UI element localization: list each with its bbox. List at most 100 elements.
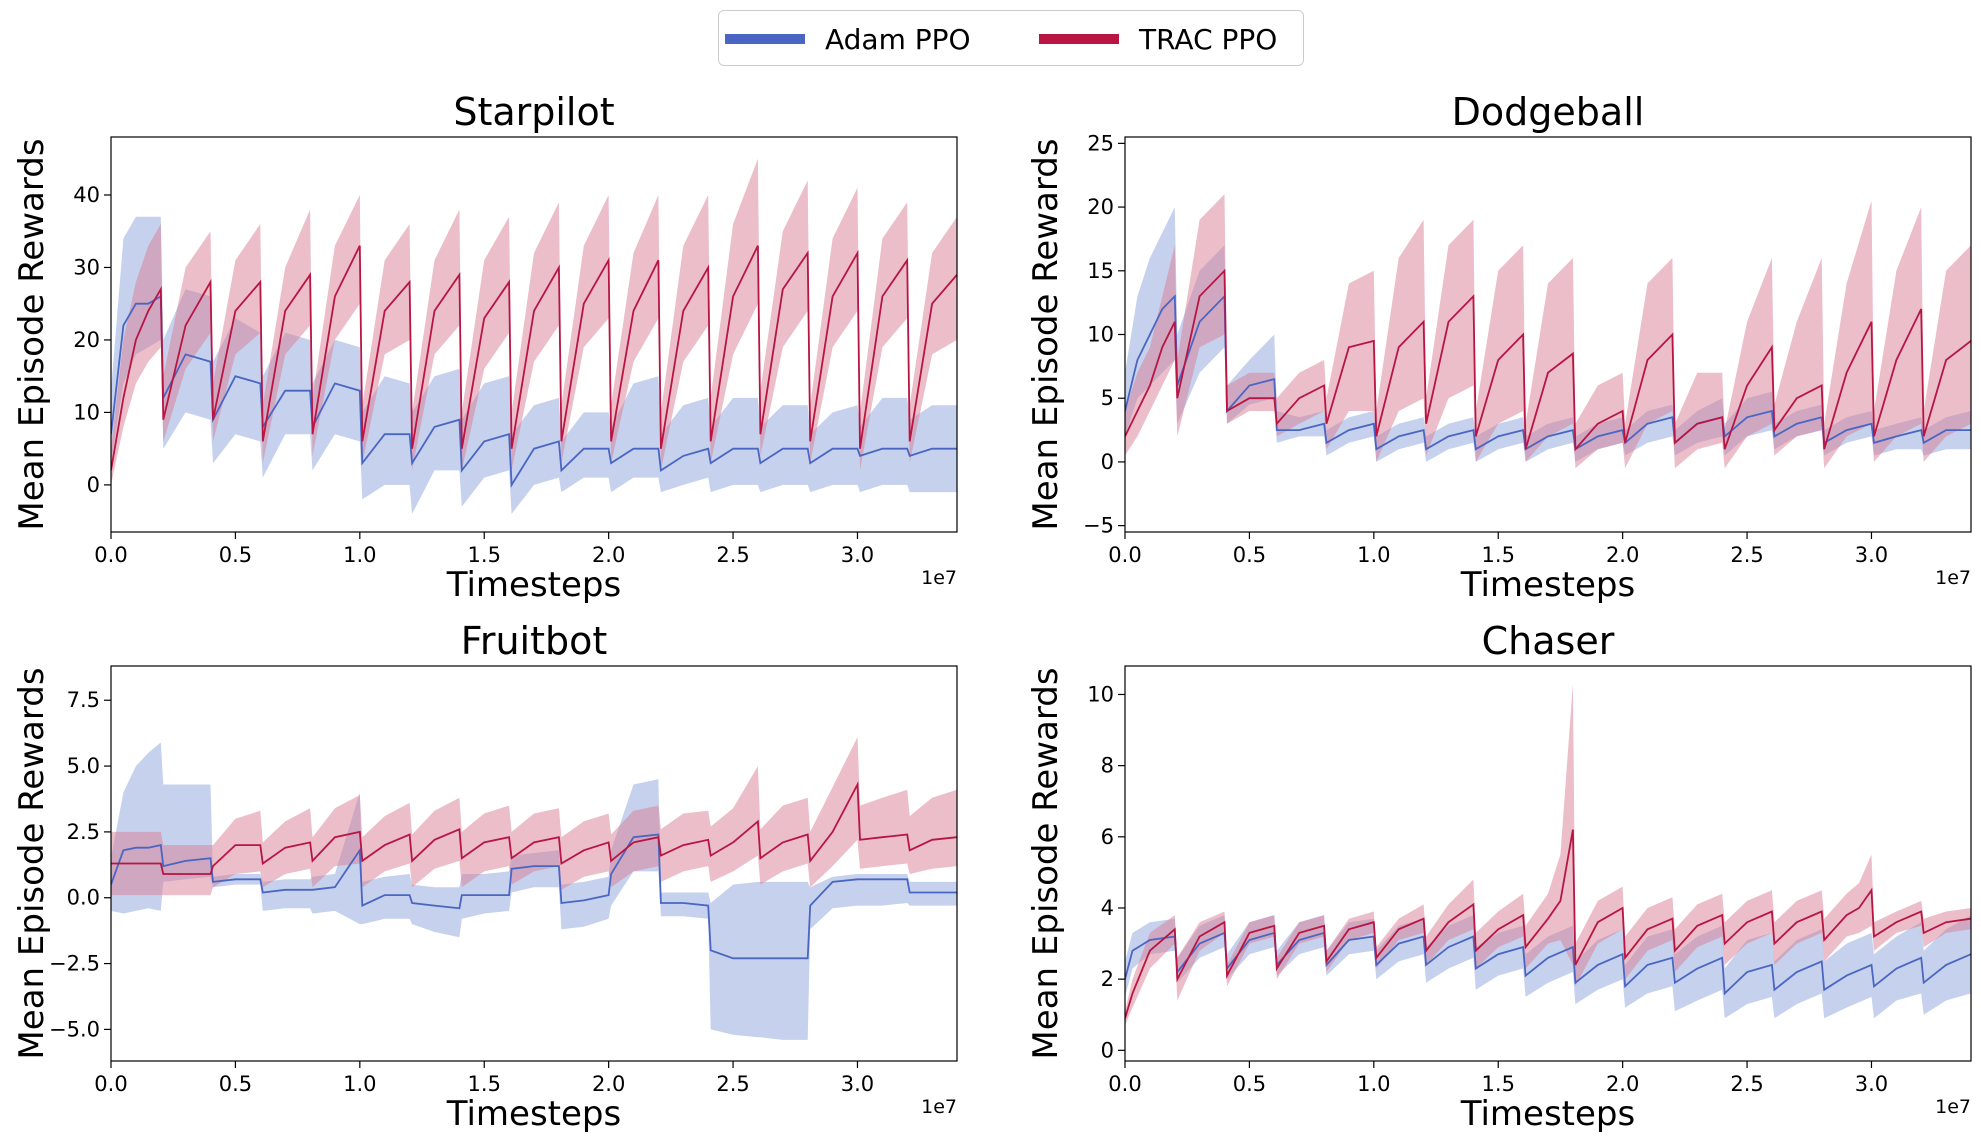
x-tick-label-chaser: 0.0 [1108,1072,1141,1096]
chart-dodgeball: 0.0 0.5 1.0 1.5 2.0 2.5 3.0 −5 0 5 10 15 20 25 Dodgeba… [1026,90,1972,605]
x-tick-label-chaser: 1.5 [1482,1072,1515,1096]
y-tick-label-dodgeball: 25 [1087,131,1114,155]
y-tick-label-fruitbot: 5.0 [67,754,100,778]
band-starpilot-adam [111,216,957,514]
x-tick-label-dodgeball: 1.5 [1482,543,1515,567]
y-tick-label-fruitbot: −5.0 [49,1017,100,1041]
chart-title-dodgeball: Dodgeball [1452,90,1645,134]
y-axis-label-dodgeball: Mean Episode Rewards [1026,138,1066,530]
x-tick-label-starpilot: 0.5 [219,543,252,567]
x-tick-label-fruitbot: 0.0 [94,1072,127,1096]
x-scale-label-starpilot: 1e7 [921,567,957,589]
x-tick-label-fruitbot: 1.5 [468,1072,501,1096]
band-dodgeball-trac [1125,194,1971,469]
y-tick-label-fruitbot: 0.0 [67,886,100,910]
line-starpilot-trac [111,245,957,471]
y-tick-label-starpilot: 30 [73,255,100,279]
x-tick-label-dodgeball: 2.0 [1606,543,1639,567]
y-tick-label-dodgeball: 20 [1087,195,1114,219]
legend-label-adam-ppo: Adam PPO [825,22,971,56]
x-tick-label-starpilot: 2.5 [716,543,749,567]
y-tick-label-fruitbot: 7.5 [67,688,100,712]
x-axis-label-chaser: Timesteps [1460,1094,1635,1134]
x-tick-label-chaser: 2.0 [1606,1072,1639,1096]
x-tick-label-dodgeball: 1.0 [1357,543,1390,567]
x-tick-label-starpilot: 2.0 [592,543,625,567]
plot-area-starpilot [111,158,957,514]
x-axis-label-dodgeball: Timesteps [1460,565,1635,605]
x-tick-label-chaser: 0.5 [1233,1072,1266,1096]
axes-frame-starpilot [110,136,958,533]
legend-item-adam-ppo: Adam PPO [725,11,971,67]
legend-label-trac-ppo: TRAC PPO [1139,22,1278,56]
band-fruitbot-trac [111,737,957,896]
x-tick-label-starpilot: 0.0 [94,543,127,567]
line-chaser-adam [1125,931,1971,996]
band-chaser-trac [1125,683,1971,1026]
x-scale-label-fruitbot: 1e7 [921,1096,957,1118]
band-starpilot-trac [111,158,957,485]
x-scale-label-dodgeball: 1e7 [1935,567,1971,589]
axes-frame-fruitbot [110,665,958,1062]
legend-item-trac-ppo: TRAC PPO [1039,11,1277,67]
y-tick-label-chaser: 6 [1101,825,1114,849]
chart-title-fruitbot: Fruitbot [461,619,608,663]
y-tick-label-chaser: 2 [1101,967,1114,991]
x-tick-label-fruitbot: 2.0 [592,1072,625,1096]
y-tick-label-starpilot: 0 [87,473,100,497]
y-tick-label-starpilot: 40 [73,183,100,207]
y-tick-label-dodgeball: −5 [1083,514,1114,538]
x-tick-label-chaser: 2.5 [1730,1072,1763,1096]
y-tick-label-dodgeball: 0 [1101,450,1114,474]
plot-area-chaser [1125,683,1971,1026]
legend-swatch-trac-ppo [1039,34,1119,44]
y-axis-label-fruitbot: Mean Episode Rewards [12,667,52,1059]
y-tick-label-fruitbot: 2.5 [67,820,100,844]
y-tick-label-chaser: 8 [1101,754,1114,778]
chart-title-starpilot: Starpilot [453,90,614,134]
x-tick-label-dodgeball: 0.0 [1108,543,1141,567]
y-tick-label-chaser: 4 [1101,896,1114,920]
x-tick-label-fruitbot: 2.5 [716,1072,749,1096]
x-axis-label-starpilot: Timesteps [446,565,621,605]
y-axis-label-chaser: Mean Episode Rewards [1026,667,1066,1059]
chart-title-chaser: Chaser [1482,619,1615,663]
x-tick-label-dodgeball: 0.5 [1233,543,1266,567]
line-dodgeball-trac [1125,268,1971,452]
x-tick-label-dodgeball: 2.5 [1730,543,1763,567]
x-tick-label-chaser: 3.0 [1855,1072,1888,1096]
chart-fruitbot: 0.0 0.5 1.0 1.5 2.0 2.5 3.0 −5.0 −2.5 0.0 2.5 5.0 7.… [12,619,958,1134]
line-chaser-trac [1125,829,1971,1019]
x-tick-label-chaser: 1.0 [1357,1072,1390,1096]
line-fruitbot-adam [111,833,957,960]
band-fruitbot-adam [111,742,957,1040]
x-tick-label-starpilot: 1.5 [468,543,501,567]
x-axis-label-fruitbot: Timesteps [446,1094,621,1134]
plot-area-fruitbot [111,737,957,1040]
x-tick-label-dodgeball: 3.0 [1855,543,1888,567]
y-tick-label-chaser: 10 [1087,682,1114,706]
legend-swatch-adam-ppo [725,34,805,44]
x-tick-label-starpilot: 1.0 [343,543,376,567]
chart-chaser: 0.0 0.5 1.0 1.5 2.0 2.5 3.0 0 2 4 6 8 10 Chaser Timest… [1026,619,1972,1134]
y-tick-label-starpilot: 10 [73,400,100,424]
plot-area-dodgeball [1125,194,1971,469]
legend: Adam PPO TRAC PPO [718,10,1304,66]
line-fruitbot-trac [111,781,957,875]
line-starpilot-adam [111,294,957,488]
x-tick-label-starpilot: 3.0 [841,543,874,567]
x-scale-label-chaser: 1e7 [1935,1096,1971,1118]
y-axis-label-starpilot: Mean Episode Rewards [12,138,52,530]
y-tick-label-dodgeball: 10 [1087,323,1114,347]
y-tick-label-starpilot: 20 [73,328,100,352]
axes-frame-chaser [1124,665,1972,1062]
y-tick-label-dodgeball: 5 [1101,386,1114,410]
y-tick-label-fruitbot: −2.5 [49,952,100,976]
x-tick-label-fruitbot: 1.0 [343,1072,376,1096]
x-tick-label-fruitbot: 0.5 [219,1072,252,1096]
x-tick-label-fruitbot: 3.0 [841,1072,874,1096]
y-tick-label-dodgeball: 15 [1087,259,1114,283]
chart-starpilot: 0.0 0.5 1.0 1.5 2.0 2.5 3.0 0 10 20 30 40 Starpilot T… [12,90,958,605]
